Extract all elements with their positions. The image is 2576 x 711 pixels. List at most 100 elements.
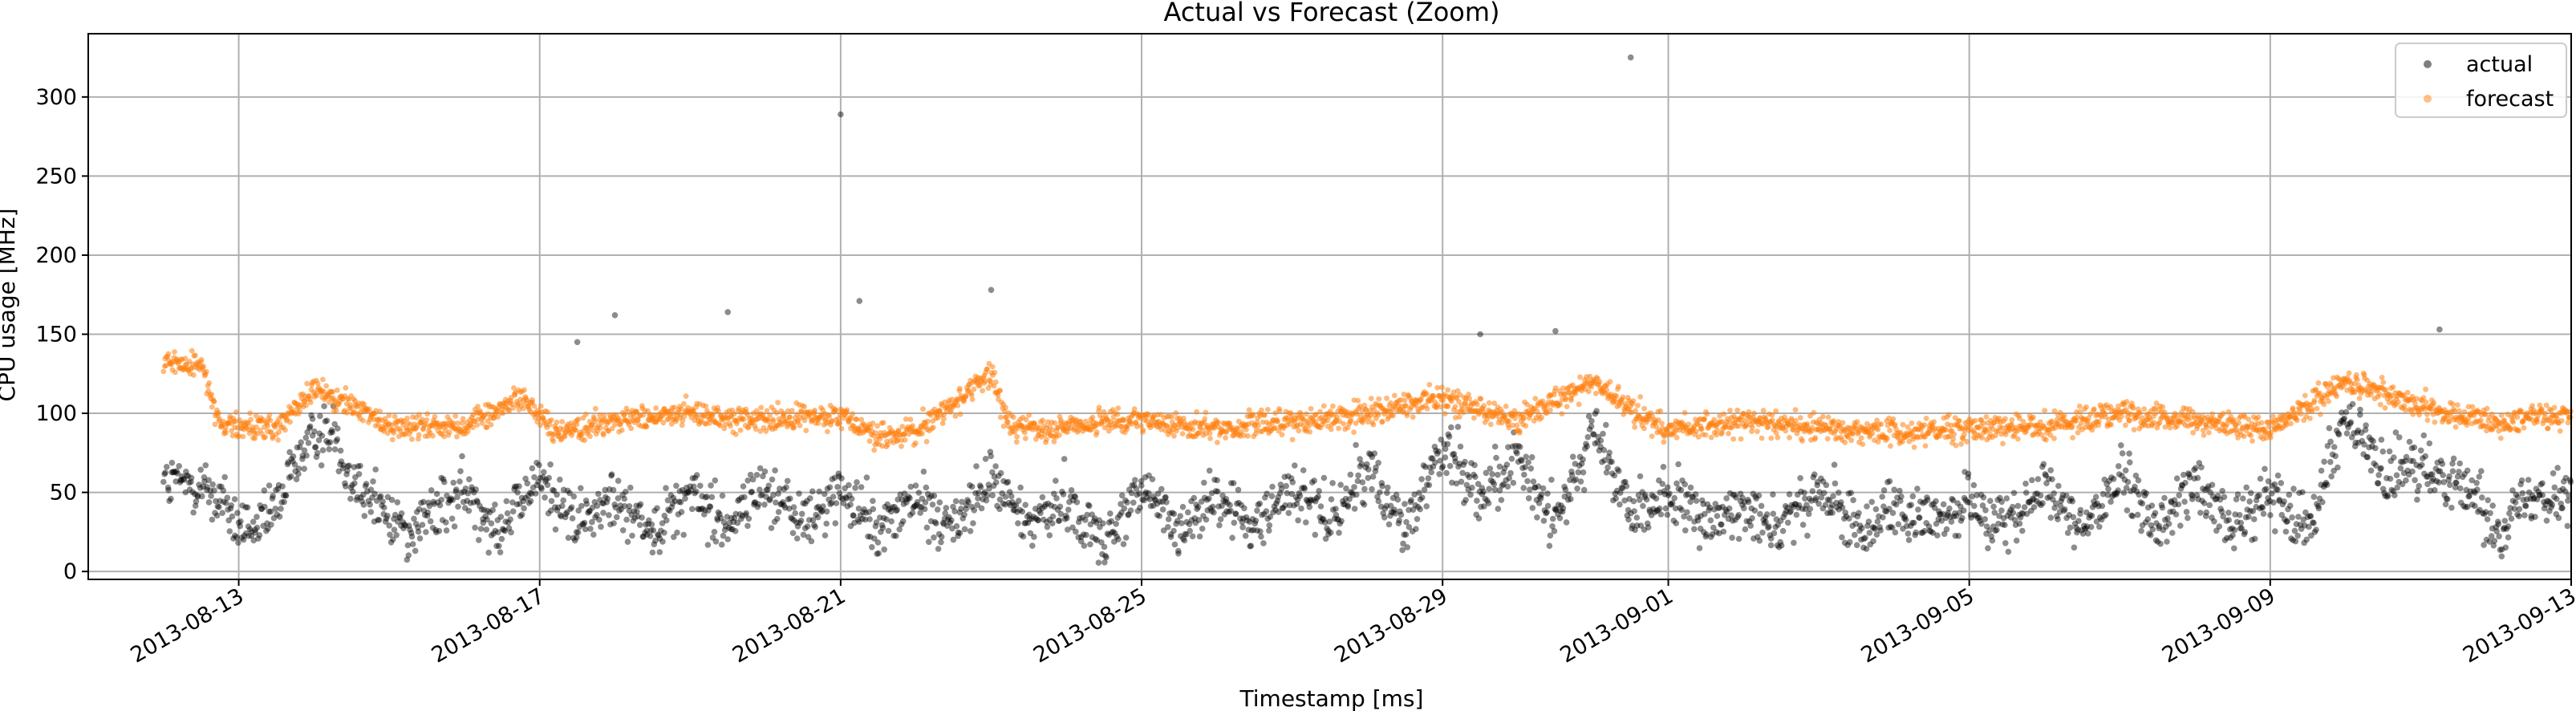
forecast-point	[838, 425, 845, 432]
actual-point	[1425, 475, 1432, 481]
actual-point	[1336, 530, 1342, 536]
actual-point	[539, 473, 546, 481]
actual-point	[1767, 532, 1774, 538]
actual-point	[1613, 495, 1619, 502]
actual-point	[1876, 524, 1883, 530]
actual-point	[409, 541, 416, 547]
actual-point	[1737, 498, 1744, 505]
actual-point	[367, 509, 375, 515]
actual-point	[484, 516, 490, 523]
actual-point	[808, 538, 815, 545]
actual-point	[1142, 473, 1149, 481]
actual-point	[780, 499, 786, 506]
actual-point	[1551, 528, 1558, 534]
actual-point	[2055, 482, 2062, 490]
actual-point	[371, 518, 378, 525]
actual-point	[1432, 459, 1438, 466]
actual-point	[1970, 481, 1978, 489]
actual-point	[1672, 505, 1679, 512]
actual-point	[1580, 456, 1586, 463]
actual-point	[1925, 497, 1931, 503]
actual-point	[816, 488, 822, 495]
actual-point	[1955, 533, 1962, 539]
actual-point	[2307, 513, 2314, 519]
actual-point	[323, 417, 331, 424]
actual-point	[783, 484, 789, 490]
forecast-point	[1376, 396, 1382, 402]
actual-point	[2506, 510, 2513, 517]
actual-point	[313, 453, 320, 461]
actual-point	[1151, 496, 1158, 503]
actual-point	[597, 497, 603, 503]
actual-point	[587, 526, 594, 532]
actual-point	[1626, 496, 1633, 502]
actual-point	[988, 453, 994, 460]
forecast-point	[1523, 423, 1529, 429]
actual-point	[518, 494, 525, 502]
actual-point	[197, 485, 204, 491]
actual-point	[1666, 490, 1673, 497]
actual-point	[675, 511, 682, 518]
actual-point	[1142, 489, 1150, 496]
actual-point	[2379, 448, 2387, 455]
actual-point	[418, 499, 424, 506]
actual-point	[1544, 490, 1551, 497]
forecast-point	[803, 428, 809, 433]
actual-point	[639, 514, 645, 521]
actual-point	[1531, 484, 1538, 491]
actual-point	[272, 506, 279, 512]
actual-point	[1689, 494, 1695, 500]
actual-point	[1841, 515, 1848, 522]
actual-point	[1895, 521, 1902, 527]
actual-point	[765, 486, 771, 494]
actual-point	[1690, 494, 1696, 501]
actual-point	[390, 536, 396, 542]
actual-point	[617, 502, 624, 509]
actual-point	[1132, 477, 1138, 483]
actual-point	[685, 488, 692, 495]
actual-point	[465, 507, 473, 514]
actual-point	[1802, 495, 1808, 502]
actual-point	[1929, 502, 1935, 508]
actual-point	[2335, 464, 2341, 471]
forecast-point	[969, 396, 976, 402]
actual-point	[557, 512, 564, 518]
actual-point	[1077, 538, 1085, 545]
actual-point	[181, 477, 188, 483]
actual-point	[1506, 475, 1512, 481]
actual-point	[1417, 506, 1423, 513]
actual-point	[435, 499, 441, 506]
actual-point	[1673, 480, 1680, 487]
actual-point	[381, 504, 387, 511]
actual-point	[1162, 494, 1169, 501]
actual-point	[980, 496, 986, 502]
forecast-point	[992, 369, 998, 376]
actual-point	[1235, 486, 1242, 494]
actual-point	[623, 489, 629, 495]
actual-point	[1111, 538, 1118, 545]
actual-point	[878, 522, 886, 529]
actual-point	[1482, 495, 1489, 502]
actual-point	[948, 517, 955, 524]
actual-point	[255, 535, 262, 542]
actual-point	[205, 499, 213, 506]
actual-point	[565, 534, 572, 541]
actual-point	[812, 524, 818, 530]
actual-point	[943, 505, 950, 511]
actual-point	[1731, 492, 1738, 498]
actual-point	[1966, 499, 1973, 506]
actual-point	[1677, 505, 1683, 511]
actual-point	[2067, 524, 2074, 531]
actual-point	[1780, 514, 1787, 521]
actual-point	[1264, 515, 1271, 522]
actual-point	[2272, 528, 2278, 534]
actual-point	[1399, 546, 1406, 554]
actual-point	[1469, 484, 1475, 491]
actual-point	[1331, 515, 1338, 522]
actual-point	[1761, 520, 1767, 526]
actual-point	[986, 485, 992, 492]
actual-point	[1548, 477, 1555, 483]
actual-point	[282, 492, 289, 498]
forecast-point	[1173, 410, 1179, 416]
actual-point	[971, 507, 978, 514]
